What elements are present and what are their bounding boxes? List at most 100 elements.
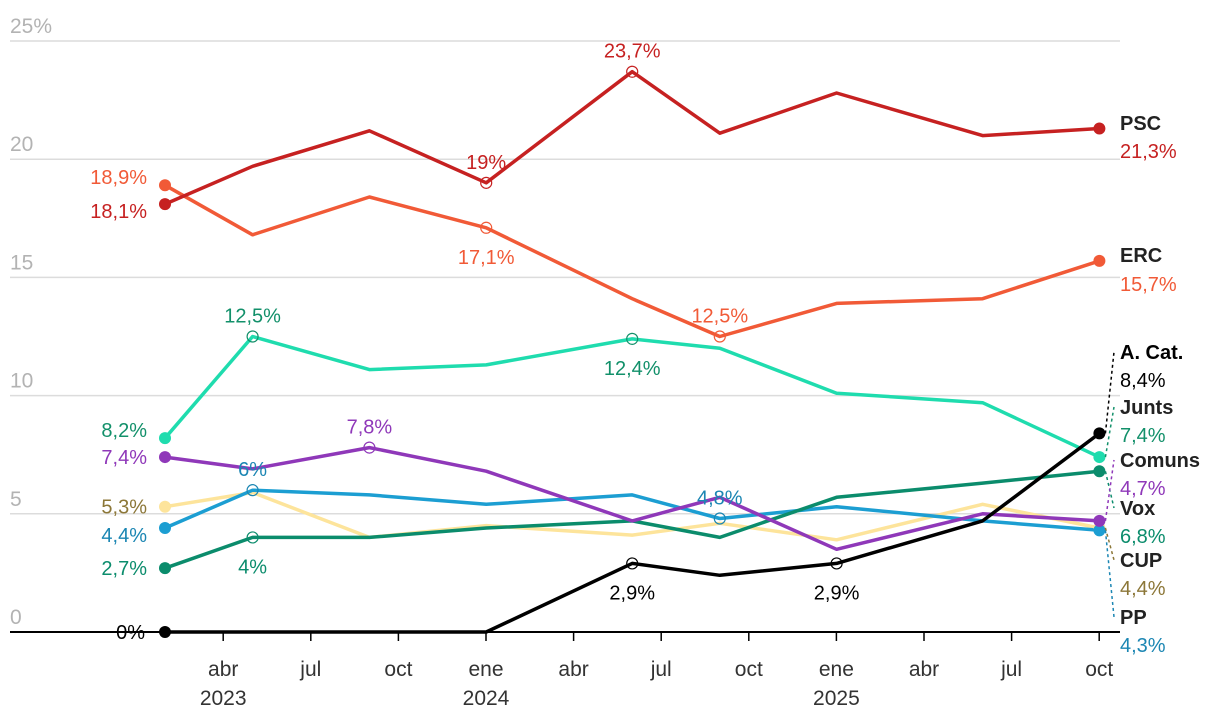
data-label: 23,7% [604, 41, 661, 63]
series-point [159, 562, 171, 575]
series-point [159, 500, 171, 513]
end-label-name: ERC [1120, 245, 1162, 267]
data-label: 4,8% [697, 488, 743, 510]
end-label-value: 4,4% [1120, 578, 1166, 600]
end-labels: CUP 4,4% PP 4,3% Vox 6,8% Comuns 4,7% Junts 7,4% E… [1104, 113, 1200, 657]
series-points [159, 65, 1106, 638]
data-label: 2,9% [814, 582, 860, 604]
data-labels: 5,3% 4,4% 6% 4,8% 2,7% 4% 7,4% 7,8% 8,2% 12,5% 12,… [90, 41, 859, 644]
end-label-name: Vox [1120, 498, 1155, 520]
x-tick-year: 2023 [200, 687, 247, 710]
y-tick-label: 20 [10, 133, 33, 156]
y-tick-label: 25% [10, 15, 52, 38]
series-point [159, 521, 171, 534]
data-label: 12,5% [224, 306, 281, 328]
data-label: 18,1% [90, 201, 147, 223]
series-point [626, 332, 639, 345]
data-label: 2,7% [101, 558, 147, 580]
end-label-leader [1104, 459, 1115, 521]
end-label-leader [1104, 351, 1115, 434]
series-point [626, 557, 639, 570]
series-point [1093, 427, 1106, 440]
x-tick-label: ene [468, 658, 503, 681]
data-label: 4,4% [101, 525, 147, 547]
x-tick-label: jul [650, 658, 672, 681]
series-line [163, 490, 1102, 542]
x-tick-year: 2024 [463, 687, 510, 710]
series-point [830, 557, 843, 570]
data-label: 6% [238, 459, 267, 481]
series-point [246, 531, 259, 544]
series-point [246, 330, 259, 343]
data-label: 17,1% [458, 247, 515, 269]
y-tick-label: 10 [10, 370, 33, 393]
end-label-name: CUP [1120, 550, 1162, 572]
end-label-value: 15,7% [1120, 274, 1177, 296]
series-point [713, 512, 726, 525]
end-label-value: 21,3% [1120, 141, 1177, 163]
end-label-leader [1104, 406, 1115, 458]
end-label-leader [1104, 530, 1115, 618]
series-point [1093, 254, 1106, 267]
series-point [159, 626, 171, 638]
y-tick-label: 15 [10, 251, 33, 274]
end-label-value: 7,4% [1120, 425, 1166, 447]
series-line [163, 334, 1102, 459]
series-point [363, 441, 376, 454]
series-line [163, 431, 1102, 634]
x-axis: abr 2023 jul oct ene 2024 abr jul oct ene 2025 abr j… [200, 632, 1113, 710]
y-axis-ticks: 0 5 10 15 20 25% [10, 15, 52, 629]
series-point [1093, 451, 1106, 464]
data-label: 12,5% [691, 306, 748, 328]
series-point [713, 330, 726, 343]
x-tick-label: abr [558, 658, 588, 681]
data-label: 0% [116, 622, 145, 644]
x-tick-label: ene [819, 658, 854, 681]
series-point [1093, 465, 1106, 478]
series-lines [163, 69, 1102, 634]
x-tick-label: abr [208, 658, 238, 681]
series-point [1093, 122, 1106, 135]
series-point [626, 65, 639, 78]
series-point [1093, 524, 1106, 537]
series-line [163, 445, 1102, 552]
end-label-value: 8,4% [1120, 370, 1166, 392]
data-label: 8,2% [101, 420, 147, 442]
x-tick-label: oct [1085, 658, 1113, 681]
end-label-name: Comuns [1120, 450, 1200, 472]
x-tick-label: abr [909, 658, 939, 681]
end-label-name: PSC [1120, 113, 1161, 135]
x-tick-label: oct [384, 658, 412, 681]
x-tick-label: jul [299, 658, 321, 681]
data-label: 19% [466, 152, 506, 174]
x-tick-label: jul [1000, 658, 1022, 681]
end-label-name: A. Cat. [1120, 342, 1183, 364]
data-label: 18,9% [90, 167, 147, 189]
series-line [163, 69, 1102, 206]
end-label-value: 4,3% [1120, 635, 1166, 657]
series-point [159, 198, 171, 211]
end-label-name: PP [1120, 607, 1147, 629]
data-label: 4% [238, 556, 267, 578]
y-tick-label: 5 [10, 488, 22, 511]
data-label: 7,4% [101, 447, 147, 469]
end-label-value: 4,7% [1120, 478, 1166, 500]
series-point [159, 451, 171, 464]
y-tick-label: 0 [10, 606, 22, 629]
series-point [246, 484, 259, 497]
series-point [159, 179, 171, 192]
series-line [163, 488, 1102, 533]
data-label: 12,4% [604, 358, 661, 380]
series-point [1093, 514, 1106, 527]
end-label-value: 6,8% [1120, 526, 1166, 548]
grid-lines [10, 40, 1120, 633]
series-line [163, 183, 1102, 339]
series-point [480, 221, 493, 234]
x-tick-label: oct [735, 658, 763, 681]
end-label-name: Junts [1120, 397, 1173, 419]
series-point [159, 432, 171, 445]
x-tick-year: 2025 [813, 687, 860, 710]
data-label: 7,8% [347, 417, 393, 439]
data-label: 2,9% [609, 582, 655, 604]
